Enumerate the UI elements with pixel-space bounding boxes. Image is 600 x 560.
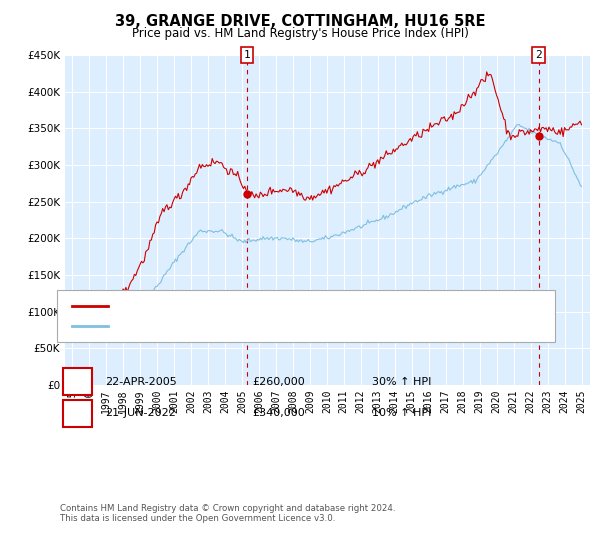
Text: 1: 1 bbox=[244, 50, 250, 60]
Text: 1: 1 bbox=[74, 377, 81, 387]
Text: 21-JUN-2022: 21-JUN-2022 bbox=[105, 408, 176, 418]
Text: Price paid vs. HM Land Registry's House Price Index (HPI): Price paid vs. HM Land Registry's House … bbox=[131, 27, 469, 40]
Text: 22-APR-2005: 22-APR-2005 bbox=[105, 377, 177, 387]
Text: 39, GRANGE DRIVE, COTTINGHAM, HU16 5RE: 39, GRANGE DRIVE, COTTINGHAM, HU16 5RE bbox=[115, 14, 485, 29]
Text: 2: 2 bbox=[74, 408, 81, 418]
Text: Contains HM Land Registry data © Crown copyright and database right 2024.
This d: Contains HM Land Registry data © Crown c… bbox=[60, 504, 395, 524]
Text: 30% ↑ HPI: 30% ↑ HPI bbox=[372, 377, 431, 387]
Text: 10% ↑ HPI: 10% ↑ HPI bbox=[372, 408, 431, 418]
Text: £260,000: £260,000 bbox=[252, 377, 305, 387]
Text: 39, GRANGE DRIVE, COTTINGHAM, HU16 5RE (detached house): 39, GRANGE DRIVE, COTTINGHAM, HU16 5RE (… bbox=[120, 301, 450, 311]
Text: £340,000: £340,000 bbox=[252, 408, 305, 418]
Text: HPI: Average price, detached house, East Riding of Yorkshire: HPI: Average price, detached house, East… bbox=[120, 321, 436, 331]
Text: 2: 2 bbox=[535, 50, 542, 60]
